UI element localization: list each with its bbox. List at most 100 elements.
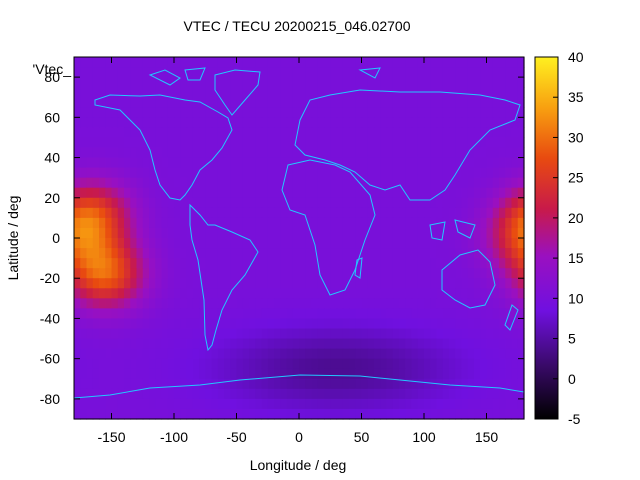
- heatmap-cell: [399, 77, 406, 88]
- heatmap-cell: [86, 318, 94, 330]
- heatmap-cell: [405, 137, 413, 149]
- heatmap-cell: [136, 197, 144, 209]
- heatmap-cell: [136, 57, 144, 68]
- heatmap-cell: [392, 197, 400, 209]
- heatmap-cell: [267, 408, 275, 420]
- heatmap-cell: [211, 157, 219, 169]
- heatmap-cell: [186, 197, 194, 209]
- heatmap-cell: [230, 127, 238, 139]
- heatmap-cell: [442, 388, 450, 400]
- heatmap-cell: [380, 117, 388, 128]
- heatmap-cell: [149, 137, 156, 149]
- heatmap-cell: [217, 207, 225, 219]
- heatmap-cell: [155, 57, 163, 68]
- heatmap-cell: [436, 288, 444, 299]
- heatmap-cell: [317, 177, 325, 189]
- heatmap-cell: [399, 378, 406, 390]
- heatmap-cell: [280, 197, 288, 209]
- heatmap-cell: [236, 117, 244, 128]
- heatmap-cell: [292, 378, 300, 390]
- heatmap-cell: [461, 187, 469, 199]
- heatmap-cell: [299, 77, 306, 88]
- heatmap-cell: [311, 288, 319, 299]
- heatmap-cell: [255, 227, 263, 239]
- heatmap-cell: [324, 207, 331, 219]
- heatmap-cell: [317, 258, 325, 269]
- heatmap-cell: [317, 288, 325, 299]
- heatmap-cell: [492, 378, 500, 390]
- heatmap-cell: [142, 177, 150, 189]
- heatmap-cell: [411, 388, 419, 400]
- heatmap-cell: [230, 77, 238, 88]
- heatmap-cell: [455, 227, 463, 239]
- heatmap-cell: [92, 157, 100, 169]
- coastlines: [74, 67, 524, 399]
- heatmap-cell: [136, 248, 144, 259]
- heatmap-cell: [361, 398, 369, 410]
- heatmap-cell: [499, 87, 506, 98]
- heatmap-cell: [161, 147, 169, 159]
- heatmap-cell: [199, 318, 206, 330]
- heatmap-cell: [186, 388, 194, 400]
- heatmap-cell: [267, 238, 275, 249]
- heatmap-cell: [80, 227, 88, 239]
- heatmap-cell: [355, 67, 363, 78]
- heatmap-cell: [167, 268, 175, 279]
- heatmap-cell: [436, 157, 444, 169]
- heatmap-cell: [180, 238, 188, 249]
- heatmap-cell: [380, 408, 388, 420]
- heatmap-cell: [436, 258, 444, 269]
- heatmap-cell: [467, 248, 475, 259]
- heatmap-cell: [111, 308, 119, 320]
- heatmap-cell: [180, 408, 188, 420]
- heatmap-cell: [480, 408, 488, 420]
- heatmap-cell: [86, 137, 94, 149]
- heatmap-cell: [361, 368, 369, 380]
- heatmap-cell: [349, 408, 356, 420]
- heatmap-cell: [411, 137, 419, 149]
- heatmap-cell: [449, 217, 456, 229]
- heatmap-cell: [461, 328, 469, 340]
- heatmap-cell: [455, 157, 463, 169]
- heatmap-cell: [430, 67, 438, 78]
- heatmap-cell: [324, 157, 331, 169]
- heatmap-cell: [274, 288, 281, 299]
- heatmap-cell: [149, 167, 156, 179]
- heatmap-cell: [92, 238, 100, 249]
- heatmap-cell: [267, 147, 275, 159]
- heatmap-cell: [161, 298, 169, 309]
- heatmap-cell: [486, 238, 494, 249]
- heatmap-cell: [367, 358, 375, 370]
- heatmap-cell: [517, 378, 525, 390]
- heatmap-cell: [349, 338, 356, 350]
- heatmap-cell: [167, 187, 175, 199]
- heatmap-cell: [92, 378, 100, 390]
- heatmap-cell: [261, 238, 269, 249]
- heatmap-cell: [192, 268, 200, 279]
- heatmap-cell: [405, 238, 413, 249]
- heatmap-cell: [80, 127, 88, 139]
- heatmap-cell: [161, 288, 169, 299]
- colorbar-tick-label: 35: [568, 89, 584, 105]
- heatmap-cell: [424, 137, 431, 149]
- heatmap-cell: [217, 147, 225, 159]
- heatmap-cell: [486, 167, 494, 179]
- heatmap-cell: [374, 378, 381, 390]
- heatmap-cell: [142, 408, 150, 420]
- heatmap-cell: [461, 338, 469, 350]
- heatmap-cell: [361, 147, 369, 159]
- heatmap-cell: [336, 378, 344, 390]
- heatmap-cell: [155, 197, 163, 209]
- heatmap-cell: [436, 408, 444, 420]
- heatmap-cell: [392, 248, 400, 259]
- heatmap-cell: [92, 117, 100, 128]
- heatmap-cell: [192, 197, 200, 209]
- heatmap-cell: [80, 408, 88, 420]
- heatmap-cell: [424, 127, 431, 139]
- heatmap-cell: [480, 258, 488, 269]
- heatmap-cell: [405, 378, 413, 390]
- heatmap-cell: [174, 167, 181, 179]
- heatmap-cell: [486, 57, 494, 68]
- heatmap-cell: [167, 97, 175, 108]
- heatmap-cell: [217, 227, 225, 239]
